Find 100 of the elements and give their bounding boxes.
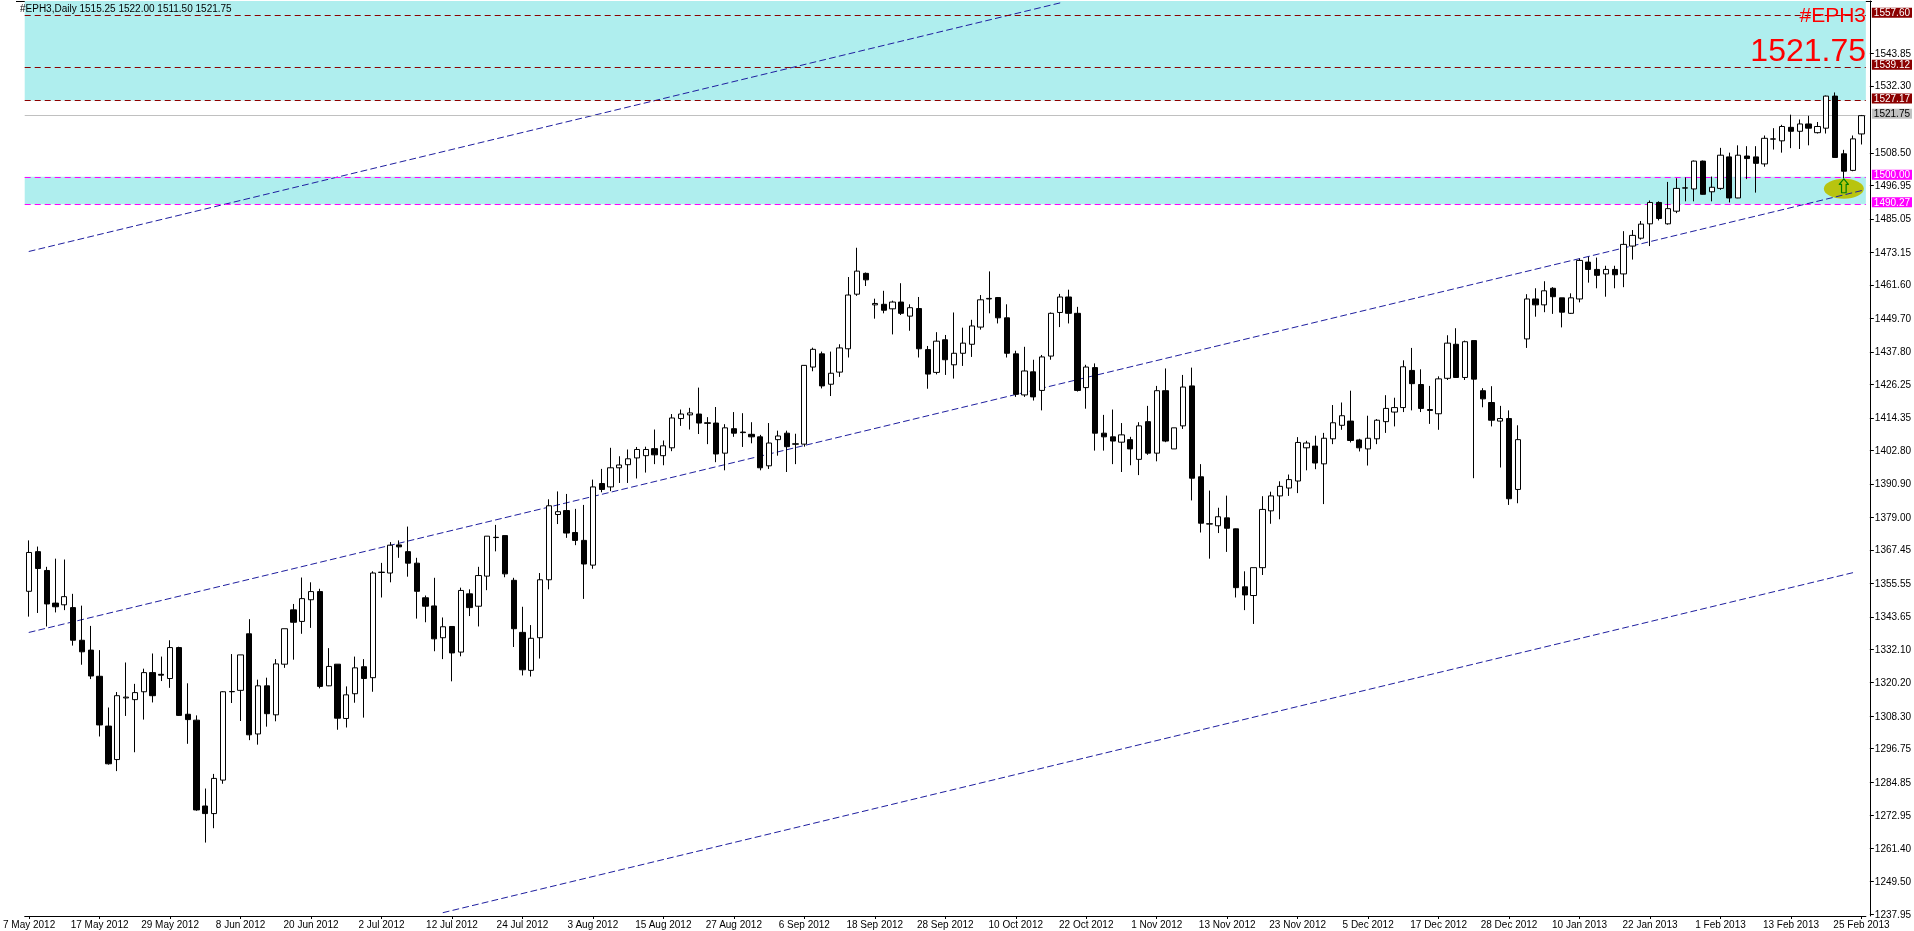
candlestick xyxy=(1198,463,1204,533)
candlestick xyxy=(1004,303,1010,358)
candlestick xyxy=(114,691,120,772)
candlestick xyxy=(784,430,790,473)
x-tick-label: 18 Sep 2012 xyxy=(846,918,904,930)
y-tick-label: 1402.80 xyxy=(1874,444,1912,456)
x-tick-label: 3 Aug 2012 xyxy=(567,918,619,930)
y-tick-label: 1296.75 xyxy=(1874,743,1912,755)
candlestick xyxy=(1850,134,1856,172)
candlestick xyxy=(343,685,349,728)
candlestick xyxy=(1339,402,1345,431)
candlestick xyxy=(1770,127,1776,151)
candlestick xyxy=(449,625,455,682)
candlestick xyxy=(132,683,138,753)
x-tick-label: 13 Feb 2013 xyxy=(1762,918,1820,930)
candlestick xyxy=(1286,474,1292,497)
candlestick xyxy=(748,421,755,444)
candlestick xyxy=(1620,230,1627,288)
candlestick xyxy=(1585,256,1591,284)
x-tick-label: 10 Oct 2012 xyxy=(988,918,1044,930)
candlestick xyxy=(1083,364,1089,410)
candlestick xyxy=(52,558,59,613)
candlestick xyxy=(149,652,156,703)
x-tick-label: 17 Dec 2012 xyxy=(1410,918,1468,930)
x-tick-label: 22 Jan 2013 xyxy=(1622,918,1678,930)
candlestick xyxy=(537,572,543,660)
candlestick xyxy=(466,588,473,617)
y-tick-label: 1532.30 xyxy=(1874,80,1912,92)
candlestick xyxy=(1744,145,1750,180)
annotation: #EPH3 xyxy=(1799,3,1867,26)
candlestick xyxy=(44,566,50,627)
y-tick-label: 1355.55 xyxy=(1874,577,1912,589)
candlestick xyxy=(440,616,446,660)
candlestick xyxy=(951,311,957,380)
x-tick-label: 28 Sep 2012 xyxy=(916,918,975,930)
candlestick xyxy=(326,647,332,687)
candlestick xyxy=(1594,257,1600,289)
candlestick xyxy=(211,773,217,829)
candlestick xyxy=(193,714,200,812)
candlestick xyxy=(141,668,147,721)
candlestick xyxy=(1189,367,1195,501)
candlestick xyxy=(766,422,772,470)
ref-line-label: 1490.27 xyxy=(1873,196,1911,208)
candlestick xyxy=(1691,160,1697,202)
ref-line-label: 1521.75 xyxy=(1873,108,1911,120)
candlestick xyxy=(995,296,1001,324)
candlestick xyxy=(1497,405,1503,468)
candlestick xyxy=(1541,280,1547,313)
candlestick xyxy=(722,423,728,471)
candlestick xyxy=(1074,306,1081,393)
candlestick xyxy=(881,290,887,314)
y-tick-label: 1249.50 xyxy=(1874,876,1912,888)
candlestick xyxy=(1779,124,1785,154)
y-tick-label: 1496.95 xyxy=(1874,179,1912,191)
candlestick xyxy=(370,570,376,693)
candlestick xyxy=(810,347,816,372)
candlestick xyxy=(1295,436,1301,494)
candlestick xyxy=(167,639,173,689)
candlestick xyxy=(1242,570,1248,611)
candlestick xyxy=(704,416,711,445)
y-tick-label: 1473.15 xyxy=(1874,246,1912,258)
x-tick-label: 23 Nov 2012 xyxy=(1269,918,1327,930)
candlestick xyxy=(1568,292,1574,315)
candlestick xyxy=(925,345,931,390)
candlestick xyxy=(431,577,437,652)
candlestick xyxy=(1127,436,1133,466)
candlestick xyxy=(1515,424,1521,504)
y-tick-label: 1367.45 xyxy=(1874,544,1912,556)
candlestick xyxy=(396,539,402,559)
candlestick xyxy=(1206,490,1213,560)
candlestick xyxy=(1374,418,1380,445)
candlestick xyxy=(1118,422,1125,473)
candlestick xyxy=(1471,340,1477,479)
y-tick-label: 1426.25 xyxy=(1874,378,1912,390)
candlestick xyxy=(484,535,490,591)
x-tick-label: 24 Jul 2012 xyxy=(496,918,549,930)
x-tick-label: 10 Jan 2013 xyxy=(1552,918,1608,930)
x-tick-label: 6 Sep 2012 xyxy=(778,918,831,930)
candlestick xyxy=(845,276,851,358)
candlestick xyxy=(378,562,385,598)
x-tick-label: 7 May 2012 xyxy=(2,918,56,930)
candlestick xyxy=(158,656,164,682)
candlestick xyxy=(1603,265,1609,298)
candlestick xyxy=(519,606,526,676)
y-tick-label: 1332.10 xyxy=(1874,643,1912,655)
candlestick xyxy=(1427,385,1433,425)
candlestick xyxy=(1171,427,1177,450)
candlestick xyxy=(1435,375,1442,431)
x-tick-label: 29 May 2012 xyxy=(141,918,200,930)
candlestick xyxy=(1215,507,1221,534)
candlestick xyxy=(273,658,279,722)
candlestick xyxy=(1709,176,1715,202)
candlestick xyxy=(290,603,297,661)
candlestick xyxy=(1259,495,1266,576)
candlestick xyxy=(281,628,288,669)
x-tick-label: 22 Oct 2012 xyxy=(1058,918,1114,930)
ref-line-label: 1539.12 xyxy=(1873,59,1911,71)
candlestick xyxy=(88,625,94,680)
candlestick xyxy=(1180,374,1186,430)
candlestick xyxy=(643,446,649,474)
